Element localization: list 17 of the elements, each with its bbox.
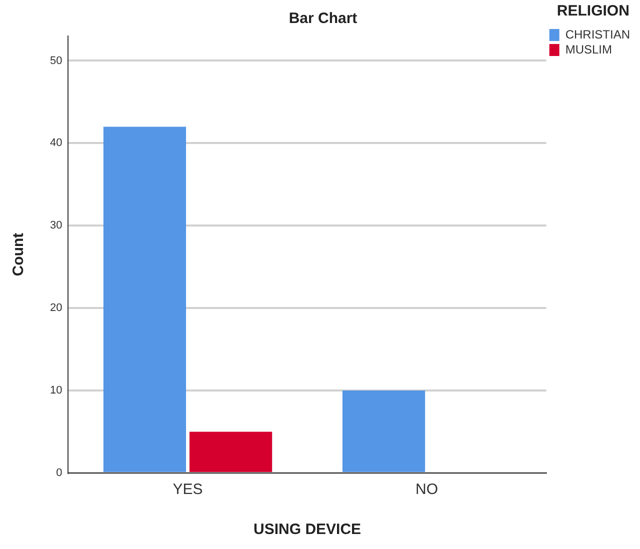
legend-label: CHRISTIAN bbox=[565, 27, 630, 42]
y-tick-label: 20 bbox=[50, 302, 62, 314]
y-tick-label: 30 bbox=[50, 220, 62, 232]
bar bbox=[189, 432, 272, 472]
y-tick-label: 10 bbox=[50, 384, 62, 397]
y-tick-label: 0 bbox=[56, 467, 62, 480]
x-tick-label: YES bbox=[172, 481, 203, 498]
x-axis-title: USING DEVICE bbox=[254, 521, 362, 538]
legend-title: RELIGION bbox=[556, 2, 630, 20]
chart-title: Bar Chart bbox=[288, 10, 358, 28]
bar bbox=[103, 126, 186, 472]
y-axis-title: Count bbox=[10, 232, 28, 276]
y-tick-label: 40 bbox=[50, 137, 62, 150]
y-tick-label: 50 bbox=[50, 54, 62, 67]
bar bbox=[342, 390, 426, 472]
legend-label: MUSLIM bbox=[565, 42, 612, 56]
x-tick-label: NO bbox=[416, 481, 438, 498]
